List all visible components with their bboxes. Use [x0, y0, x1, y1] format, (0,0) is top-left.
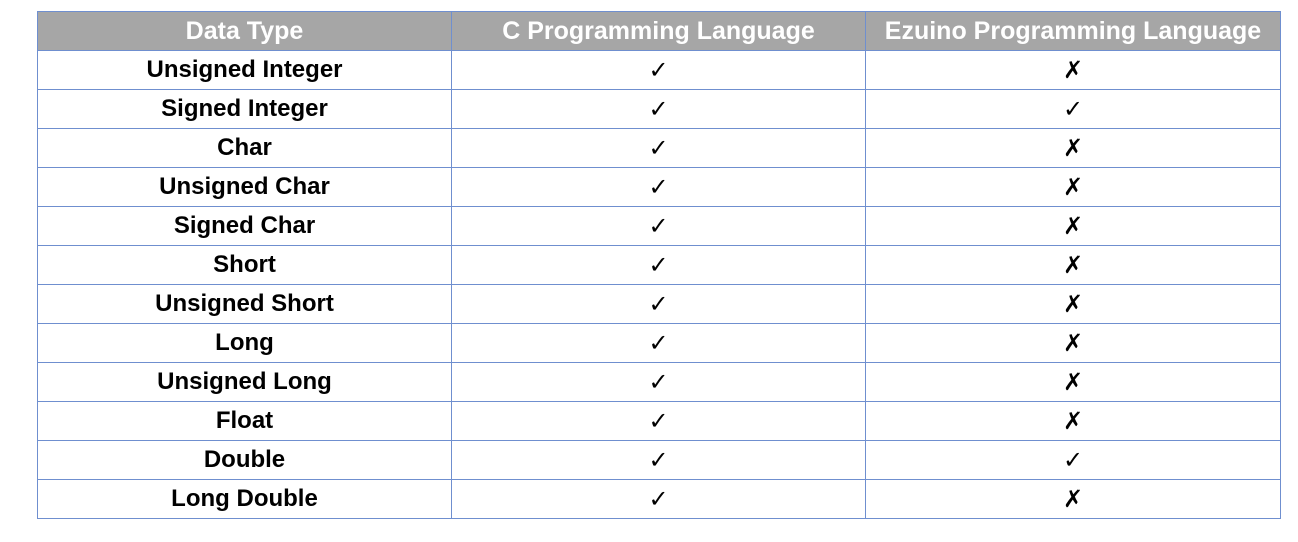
ezuino-support-cell: ✗	[865, 50, 1281, 90]
table-row: Char ✓ ✗	[37, 128, 1281, 168]
ezuino-support-cell: ✓	[865, 440, 1281, 480]
table-header: Data Type C Programming Language Ezuino …	[37, 11, 1281, 51]
ezuino-support-cell: ✗	[865, 167, 1281, 207]
c-support-cell: ✓	[451, 323, 866, 363]
data-type-cell: Signed Integer	[37, 89, 452, 129]
data-type-comparison-table: Data Type C Programming Language Ezuino …	[37, 11, 1281, 519]
c-support-cell: ✓	[451, 440, 866, 480]
data-type-cell: Long Double	[37, 479, 452, 519]
data-type-cell: Short	[37, 245, 452, 285]
header-row: Data Type C Programming Language Ezuino …	[37, 11, 1281, 51]
ezuino-support-cell: ✗	[865, 479, 1281, 519]
table-row: Long Double ✓ ✗	[37, 479, 1281, 519]
header-ezuino-language: Ezuino Programming Language	[865, 11, 1281, 51]
table-row: Long ✓ ✗	[37, 323, 1281, 363]
table-row: Signed Char ✓ ✗	[37, 206, 1281, 246]
table-row: Signed Integer ✓ ✓	[37, 89, 1281, 129]
table-row: Unsigned Integer ✓ ✗	[37, 50, 1281, 90]
table-row: Double ✓ ✓	[37, 440, 1281, 480]
c-support-cell: ✓	[451, 284, 866, 324]
data-type-cell: Unsigned Short	[37, 284, 452, 324]
ezuino-support-cell: ✗	[865, 362, 1281, 402]
c-support-cell: ✓	[451, 479, 866, 519]
ezuino-support-cell: ✗	[865, 245, 1281, 285]
data-type-cell: Double	[37, 440, 452, 480]
ezuino-support-cell: ✗	[865, 206, 1281, 246]
c-support-cell: ✓	[451, 89, 866, 129]
table-row: Unsigned Char ✓ ✗	[37, 167, 1281, 207]
table-row: Short ✓ ✗	[37, 245, 1281, 285]
table-row: Float ✓ ✗	[37, 401, 1281, 441]
ezuino-support-cell: ✓	[865, 89, 1281, 129]
c-support-cell: ✓	[451, 50, 866, 90]
c-support-cell: ✓	[451, 167, 866, 207]
data-type-cell: Float	[37, 401, 452, 441]
c-support-cell: ✓	[451, 245, 866, 285]
ezuino-support-cell: ✗	[865, 284, 1281, 324]
header-c-language: C Programming Language	[451, 11, 866, 51]
table-row: Unsigned Short ✓ ✗	[37, 284, 1281, 324]
data-type-cell: Unsigned Char	[37, 167, 452, 207]
data-type-cell: Char	[37, 128, 452, 168]
c-support-cell: ✓	[451, 401, 866, 441]
data-type-cell: Signed Char	[37, 206, 452, 246]
ezuino-support-cell: ✗	[865, 323, 1281, 363]
c-support-cell: ✓	[451, 206, 866, 246]
header-data-type: Data Type	[37, 11, 452, 51]
data-type-cell: Unsigned Long	[37, 362, 452, 402]
table-body: Unsigned Integer ✓ ✗ Signed Integer ✓ ✓ …	[37, 50, 1281, 519]
ezuino-support-cell: ✗	[865, 401, 1281, 441]
table-row: Unsigned Long ✓ ✗	[37, 362, 1281, 402]
c-support-cell: ✓	[451, 128, 866, 168]
ezuino-support-cell: ✗	[865, 128, 1281, 168]
data-type-cell: Long	[37, 323, 452, 363]
data-type-cell: Unsigned Integer	[37, 50, 452, 90]
c-support-cell: ✓	[451, 362, 866, 402]
